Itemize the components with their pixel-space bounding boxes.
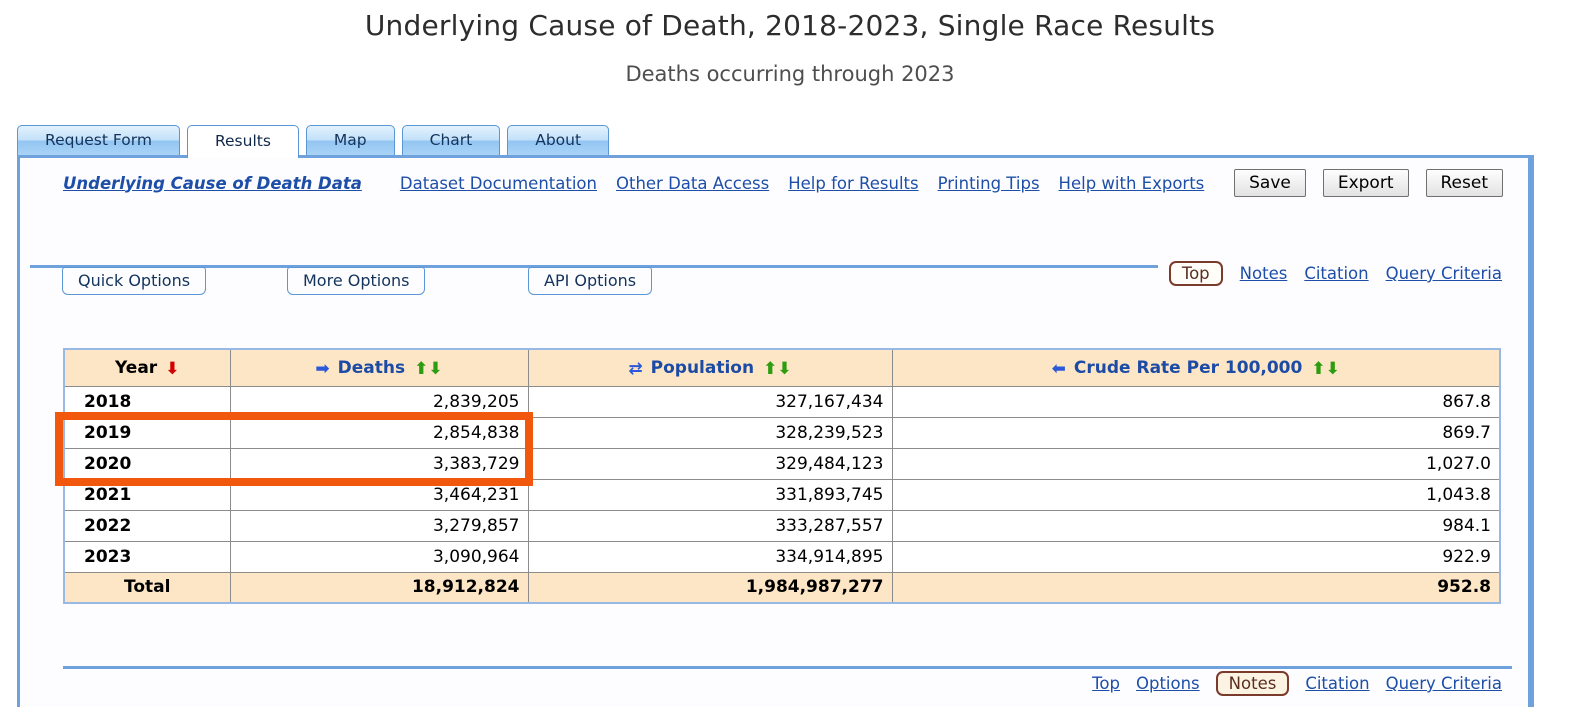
save-button[interactable]: Save <box>1234 169 1306 197</box>
sort-ascending-icon[interactable]: ⬆ <box>763 358 778 379</box>
deaths-cell: 3,383,729 <box>229 447 529 480</box>
crude-rate-cell: 869.7 <box>891 416 1501 449</box>
table-header-row: Year ⬇ ➡ Deaths ⬆⬇ ⇄ Population ⬆⬇ ⬅ Crude Rat… <box>63 348 1501 387</box>
sort-ascending-icon[interactable]: ⬆ <box>1311 358 1326 379</box>
tab-request-form[interactable]: Request Form <box>17 125 180 155</box>
help-for-results-link[interactable]: Help for Results <box>788 173 919 193</box>
reset-button[interactable]: Reset <box>1425 169 1503 197</box>
results-table: Year ⬇ ➡ Deaths ⬆⬇ ⇄ Population ⬆⬇ ⬅ Crude Rat… <box>63 348 1501 604</box>
year-cell: 2021 <box>63 478 231 511</box>
year-cell: 2018 <box>63 385 231 418</box>
crude-rate-cell: 922.9 <box>891 540 1501 573</box>
sort-descending-icon[interactable]: ⬇ <box>165 358 180 379</box>
move-column-left-icon[interactable]: ⬅ <box>1051 358 1066 379</box>
table-row: 2018 2,839,205 327,167,434 867.8 <box>63 385 1501 418</box>
notes-link-top[interactable]: Notes <box>1239 264 1288 283</box>
total-crude-rate-cell: 952.8 <box>891 571 1501 604</box>
top-anchor-links: Top Notes Citation Query Criteria <box>1168 261 1502 286</box>
options-link-bottom[interactable]: Options <box>1135 674 1200 693</box>
population-column-header: ⇄ Population ⬆⬇ <box>527 348 893 387</box>
query-criteria-link-bottom[interactable]: Query Criteria <box>1385 674 1502 693</box>
citation-link-top[interactable]: Citation <box>1304 264 1369 283</box>
deaths-cell: 3,279,857 <box>229 509 529 542</box>
deaths-cell: 3,464,231 <box>229 478 529 511</box>
population-cell: 327,167,434 <box>527 385 893 418</box>
year-column-header: Year ⬇ <box>63 348 231 387</box>
total-deaths-cell: 18,912,824 <box>229 571 529 604</box>
year-cell: 2023 <box>63 540 231 573</box>
year-header-label: Year <box>115 357 158 378</box>
help-with-exports-link[interactable]: Help with Exports <box>1058 173 1205 193</box>
table-row: 2023 3,090,964 334,914,895 922.9 <box>63 540 1501 573</box>
tab-map[interactable]: Map <box>305 125 395 155</box>
table-row: 2022 3,279,857 333,287,557 984.1 <box>63 509 1501 542</box>
sort-ascending-icon[interactable]: ⬆ <box>414 358 429 379</box>
notes-badge[interactable]: Notes <box>1215 671 1290 696</box>
citation-link-bottom[interactable]: Citation <box>1305 674 1370 693</box>
tab-results[interactable]: Results <box>186 125 299 158</box>
deaths-cell: 3,090,964 <box>229 540 529 573</box>
deaths-cell: 2,854,838 <box>229 416 529 449</box>
crude-rate-cell: 1,027.0 <box>891 447 1501 480</box>
deaths-cell: 2,839,205 <box>229 385 529 418</box>
results-toolbar: Underlying Cause of Death Data Dataset D… <box>63 168 1503 198</box>
other-data-access-link[interactable]: Other Data Access <box>615 173 770 193</box>
year-cell: 2022 <box>63 509 231 542</box>
page-title: Underlying Cause of Death, 2018-2023, Si… <box>364 9 1216 42</box>
population-cell: 329,484,123 <box>527 447 893 480</box>
sort-descending-icon[interactable]: ⬇ <box>1325 358 1340 379</box>
crude-rate-cell: 867.8 <box>891 385 1501 418</box>
population-cell: 331,893,745 <box>527 478 893 511</box>
more-options-tab[interactable]: More Options <box>287 267 426 295</box>
crude-rate-cell: 1,043.8 <box>891 478 1501 511</box>
crude-rate-cell: 984.1 <box>891 509 1501 542</box>
sort-descending-icon[interactable]: ⬇ <box>428 358 443 379</box>
options-divider-line <box>30 265 1158 268</box>
year-cell: 2020 <box>63 447 231 480</box>
table-row: 2020 3,383,729 329,484,123 1,027.0 <box>63 447 1501 480</box>
total-label-cell: Total <box>63 571 231 604</box>
population-header-label: Population <box>650 357 755 378</box>
year-cell: 2019 <box>63 416 231 449</box>
population-cell: 328,239,523 <box>527 416 893 449</box>
toolbar-buttons: Save Export Reset <box>1234 169 1503 197</box>
top-badge[interactable]: Top <box>1168 261 1223 286</box>
tab-chart[interactable]: Chart <box>401 125 501 155</box>
total-population-cell: 1,984,987,277 <box>527 571 893 604</box>
crude-rate-column-header: ⬅ Crude Rate Per 100,000 ⬆⬇ <box>891 348 1501 387</box>
move-column-swap-icon[interactable]: ⇄ <box>628 358 643 379</box>
page-subtitle: Deaths occurring through 2023 <box>625 62 955 86</box>
table-row: 2021 3,464,231 331,893,745 1,043.8 <box>63 478 1501 511</box>
deaths-column-header: ➡ Deaths ⬆⬇ <box>229 348 529 387</box>
sort-descending-icon[interactable]: ⬇ <box>777 358 792 379</box>
dataset-documentation-link[interactable]: Dataset Documentation <box>399 173 597 193</box>
move-column-right-icon[interactable]: ➡ <box>315 358 330 379</box>
export-button[interactable]: Export <box>1322 169 1409 197</box>
footer-anchor-links: Top Options Notes Citation Query Criteri… <box>1092 671 1502 696</box>
footer-divider-line <box>63 666 1512 669</box>
crude-rate-header-label: Crude Rate Per 100,000 <box>1073 357 1303 378</box>
query-criteria-link-top[interactable]: Query Criteria <box>1385 264 1502 283</box>
quick-options-tab[interactable]: Quick Options <box>62 267 207 295</box>
table-total-row: Total 18,912,824 1,984,987,277 952.8 <box>63 571 1501 604</box>
api-options-tab[interactable]: API Options <box>528 267 653 295</box>
printing-tips-link[interactable]: Printing Tips <box>937 173 1040 193</box>
main-tab-bar: Request Form Results Map Chart About <box>17 125 610 158</box>
table-row: 2019 2,854,838 328,239,523 869.7 <box>63 416 1501 449</box>
deaths-header-label: Deaths <box>337 357 406 378</box>
dataset-title-link[interactable]: Underlying Cause of Death Data <box>63 173 362 193</box>
population-cell: 333,287,557 <box>527 509 893 542</box>
tab-about[interactable]: About <box>507 125 610 155</box>
population-cell: 334,914,895 <box>527 540 893 573</box>
top-link-bottom[interactable]: Top <box>1092 674 1120 693</box>
